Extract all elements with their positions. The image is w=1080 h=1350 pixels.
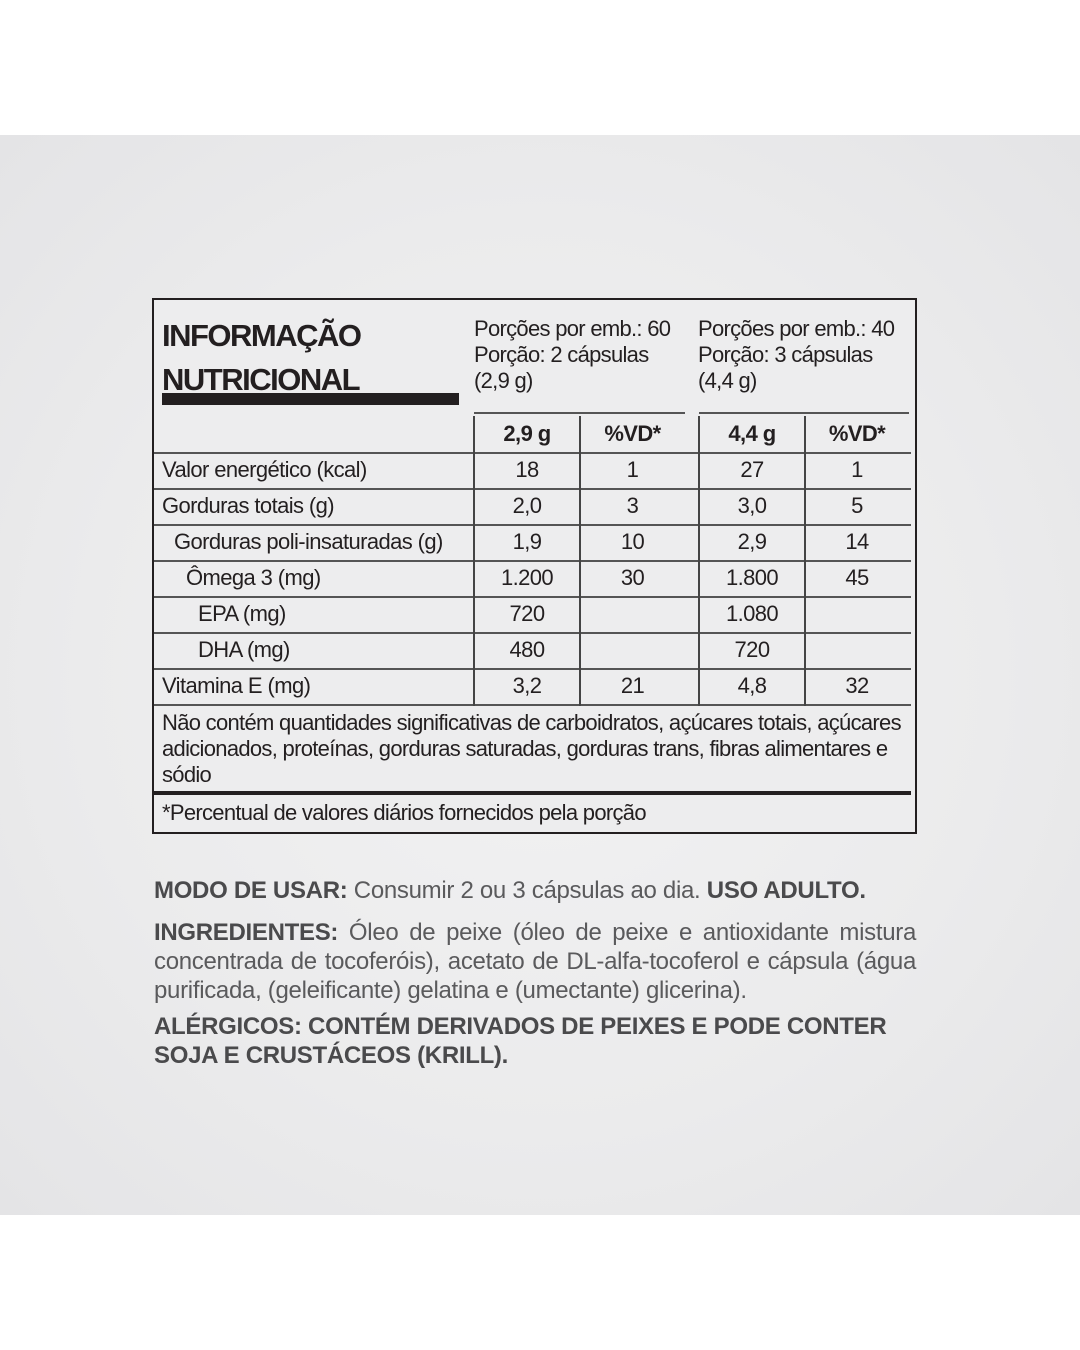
nutrient-value: 1 [851,457,863,482]
weight-a: (2,9 g) [474,368,533,393]
divider [154,488,911,490]
table-row: Ômega 3 (mg) 1.200 30 1.800 45 [154,560,911,596]
column-header: %VD* [604,421,661,446]
nutrient-value: 1.200 [500,565,554,590]
nutrient-name: Gorduras poli-insaturadas (g) [174,529,443,554]
nutrient-value: 2,0 [512,493,542,518]
divider [579,416,581,706]
divider [473,416,475,706]
column-header: 4,4 g [728,421,776,446]
table-row: EPA (mg) 720 1.080 [154,596,911,632]
nutrient-name: Valor energético (kcal) [162,457,367,482]
table-title: INFORMAÇÃO NUTRICIONAL [162,314,362,402]
footnote: *Percentual de valores diários fornecido… [162,800,647,825]
usage-label: MODO DE USAR: [154,877,348,904]
adult-use: USO ADULTO. [706,877,866,904]
nutrient-value: 45 [845,565,869,590]
nutrient-value: 3,0 [737,493,767,518]
nutrient-value: 30 [620,565,645,590]
nutrient-value: 2,9 [737,529,767,554]
serving-info-a: Porções por emb.: 60 Porção: 2 cápsulas … [474,316,671,394]
nutrient-value: 4,8 [737,673,767,698]
portions-a: Porções por emb.: 60 [474,316,671,341]
portions-b: Porções por emb.: 40 [698,316,895,341]
nutrient-name: DHA (mg) [198,637,290,662]
serving-info-b: Porções por emb.: 40 Porção: 3 cápsulas … [698,316,895,394]
nutrient-value: 1,9 [512,529,542,554]
ingredients: INGREDIENTES: Óleo de peixe (óleo de pei… [154,918,916,1005]
column-header: %VD* [828,421,886,446]
table-row: Valor energético (kcal) 18 1 27 1 [154,452,911,488]
nutrient-value: 21 [620,673,645,698]
divider [154,632,911,634]
title-bar [162,393,459,405]
nutrient-value: 1.080 [725,601,779,626]
nutrient-value: 3 [626,493,639,518]
nutrient-value: 3,2 [512,673,542,698]
table-row: DHA (mg) 480 720 [154,632,911,668]
divider [154,524,911,526]
nutrient-value: 14 [845,529,869,554]
nutrient-value: 480 [509,637,546,662]
divider [154,668,911,670]
ingredients-label: INGREDIENTES: [154,919,339,946]
portion-b: Porção: 3 cápsulas [698,342,873,367]
nutrient-note: Não contém quantidades significativas de… [162,710,902,787]
nutrient-name: EPA (mg) [198,601,286,626]
table-row: Gorduras totais (g) 2,0 3 3,0 5 [154,488,911,524]
table-row: Gorduras poli-insaturadas (g) 1,9 10 2,9 14 [154,524,911,560]
nutrient-value: 5 [851,493,863,518]
table-row: Vitamina E (mg) 3,2 21 4,8 32 [154,668,911,704]
divider [154,704,911,706]
divider [154,452,911,454]
thick-divider [154,791,911,795]
nutrition-facts-table: INFORMAÇÃO NUTRICIONAL Porções por emb.:… [152,298,917,834]
nutrient-value: 720 [509,601,546,626]
divider [699,412,909,414]
nutrient-name: Ômega 3 (mg) [186,565,321,590]
divider [154,560,911,562]
usage-instructions: MODO DE USAR: Consumir 2 ou 3 cápsulas a… [154,876,916,905]
nutrient-name: Gorduras totais (g) [162,493,335,518]
nutrient-name: Vitamina E (mg) [162,673,311,698]
divider [474,412,685,414]
weight-b: (4,4 g) [698,368,757,393]
nutrient-value: 32 [845,673,869,698]
divider [154,596,911,598]
nutrient-value: 1 [626,457,639,482]
nutrient-value: 1.800 [725,565,779,590]
ingredients-text: Óleo de peixe (óleo de peixe e antioxida… [154,919,916,1004]
usage-text: Consumir 2 ou 3 cápsulas ao dia. [347,877,707,904]
title-line-2: NUTRICIONAL [162,362,361,397]
divider [698,416,700,706]
portion-a: Porção: 2 cápsulas [474,342,649,367]
nutrient-value: 18 [515,457,539,482]
column-header: 2,9 g [503,421,551,446]
allergens: ALÉRGICOS: CONTÉM DERIVADOS DE PEIXES E … [154,1013,887,1069]
nutrient-value: 720 [734,637,771,662]
divider [804,416,806,706]
nutrient-value: 27 [740,457,764,482]
nutrient-value: 10 [620,529,645,554]
title-line-1: INFORMAÇÃO [162,318,362,353]
header-row: 2,9 g %VD* 4,4 g %VD* [154,416,911,452]
